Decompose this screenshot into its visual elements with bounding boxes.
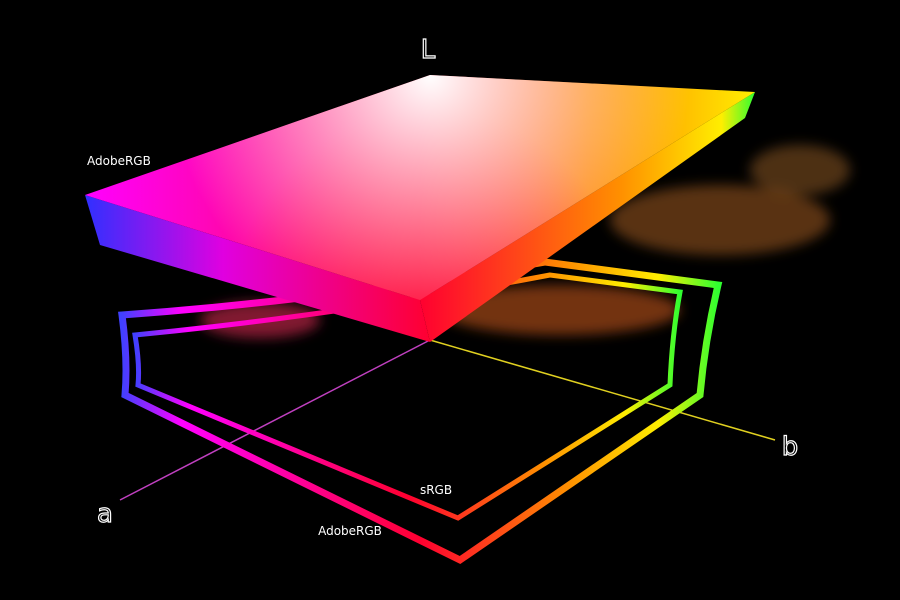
b-axis [429,339,776,441]
adobergb-outline [118,258,723,565]
b-axis-label: b [782,432,799,462]
srgb-label: sRGB [420,483,452,497]
l-axis-label: L [421,35,436,65]
solid-top-light [85,75,755,300]
solid-side-right [420,92,755,342]
adobergb-label: AdobeRGB [318,524,382,538]
solid-side-left [85,195,430,342]
a-axis-label: a [97,499,113,529]
a-axis [119,339,431,501]
srgb-outline [132,272,683,521]
scatter-cloud [200,145,850,338]
solid-label: AdobeRGB [87,154,151,168]
